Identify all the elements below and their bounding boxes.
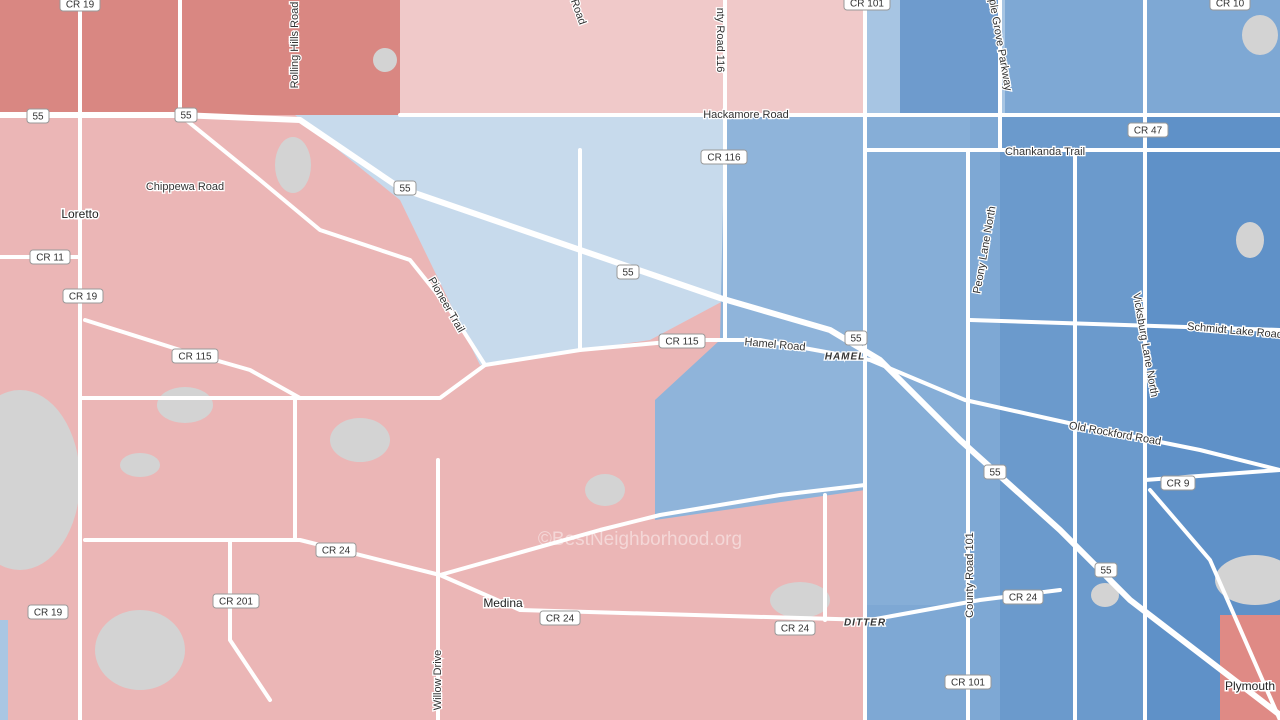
shield-label: CR 47: [1134, 126, 1163, 137]
route-shield: CR 101: [944, 674, 992, 690]
shield-label: CR 201: [219, 597, 253, 608]
shield-label: 55: [180, 111, 192, 122]
shield-box: [700, 149, 748, 165]
route-shield: CR 19: [27, 604, 69, 620]
route-shield: 55: [844, 330, 868, 346]
shield-label: CR 11: [36, 253, 64, 264]
shield-box: [1127, 122, 1169, 138]
shield-box: [315, 542, 357, 558]
shield-box: [59, 0, 101, 12]
route-shield: CR 24: [315, 542, 357, 558]
route-shield: CR 47: [1127, 122, 1169, 138]
shield-label: CR 24: [781, 624, 810, 635]
shield-label: 55: [399, 184, 411, 195]
shield-box: [212, 593, 260, 609]
shield-box: [29, 249, 71, 265]
shields: CR 19 CR 101 CR 10 55 55 CR 47 CR 116 55 CR 11 CR…: [26, 0, 1251, 690]
route-shield: CR 10: [1209, 0, 1251, 11]
route-shield: CR 24: [774, 620, 816, 636]
shield-label: CR 10: [1216, 0, 1245, 10]
shield-label: CR 19: [66, 0, 95, 11]
shield-label: CR 115: [665, 337, 699, 348]
route-shield: CR 19: [62, 288, 104, 304]
route-shield: 55: [1094, 562, 1118, 578]
route-shield: CR 24: [1002, 589, 1044, 605]
road-name: County Road 101: [964, 532, 976, 618]
watermark: ©BestNeighborhood.org: [538, 529, 742, 550]
shield-box: [843, 0, 891, 11]
route-shield: CR 19: [59, 0, 101, 12]
route-shield: CR 11: [29, 249, 71, 265]
road-name: Chippewa Road: [146, 181, 224, 193]
shield-label: 55: [32, 112, 44, 123]
route-shield: 55: [983, 464, 1007, 480]
route-shield: 55: [616, 264, 640, 280]
district-name: DITTER: [844, 618, 886, 629]
shield-box: [658, 333, 706, 349]
shield-box: [26, 108, 50, 124]
shield-box: [616, 264, 640, 280]
route-shield: CR 115: [171, 348, 219, 364]
route-shield: CR 9: [1160, 475, 1196, 491]
shield-box: [1094, 562, 1118, 578]
route-shield: 55: [393, 180, 417, 196]
shield-box: [27, 604, 69, 620]
shield-label: CR 116: [707, 153, 741, 164]
place-name: Plymouth: [1225, 679, 1275, 693]
shield-label: 55: [989, 468, 1001, 479]
shield-label: CR 19: [34, 608, 63, 619]
shield-label: 55: [1100, 566, 1112, 577]
shield-label: CR 101: [951, 678, 985, 689]
road-name: Willow Drive: [432, 650, 444, 711]
shield-label: 55: [622, 268, 634, 279]
shield-label: CR 115: [178, 352, 212, 363]
shield-box: [1002, 589, 1044, 605]
route-shield: CR 101: [843, 0, 891, 11]
route-shield: 55: [26, 108, 50, 124]
shield-box: [983, 464, 1007, 480]
shield-box: [62, 288, 104, 304]
route-shield: CR 201: [212, 593, 260, 609]
shield-box: [393, 180, 417, 196]
shield-box: [539, 610, 581, 626]
road-name: nty Road 116: [714, 8, 726, 73]
shield-label: CR 24: [322, 546, 351, 557]
shield-box: [1209, 0, 1251, 11]
shield-box: [1160, 475, 1196, 491]
shield-label: CR 19: [69, 292, 98, 303]
route-shield: CR 115: [658, 333, 706, 349]
shield-label: 55: [850, 334, 862, 345]
shield-box: [844, 330, 868, 346]
place-name: Loretto: [61, 207, 99, 221]
shield-label: CR 24: [1009, 593, 1038, 604]
road-name: Rolling Hills Road: [289, 2, 301, 89]
road-name: Hackamore Road: [703, 109, 789, 121]
shield-box: [944, 674, 992, 690]
route-shield: CR 24: [539, 610, 581, 626]
shield-label: CR 24: [546, 614, 575, 625]
shield-label: CR 101: [850, 0, 884, 10]
shield-box: [174, 107, 198, 123]
route-shield: CR 116: [700, 149, 748, 165]
road-name: Chankanda Trail: [1005, 146, 1085, 158]
shield-label: CR 9: [1167, 479, 1190, 490]
shield-box: [171, 348, 219, 364]
place-name: Medina: [483, 596, 523, 610]
route-shield: 55: [174, 107, 198, 123]
shield-box: [774, 620, 816, 636]
district-name: HAMEL: [825, 352, 866, 363]
